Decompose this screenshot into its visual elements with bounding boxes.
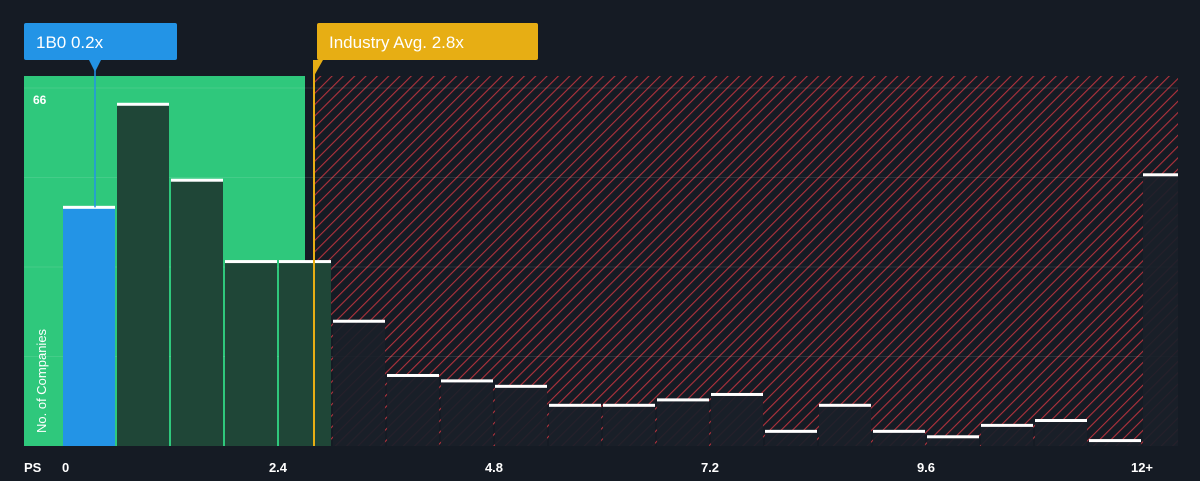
company-callout [24,23,177,60]
bar-top-cap [1089,439,1141,443]
bar [441,380,493,446]
bar-top-cap [171,178,223,182]
x-tick-label: 12+ [1131,460,1153,475]
company-callout-pointer [89,60,101,72]
bar-top-cap [1143,173,1178,177]
x-tick-label: 7.2 [701,460,719,475]
industry-callout-label: Industry Avg. 2.8x [329,33,464,52]
bar [819,405,871,446]
bar-top-cap [927,435,979,439]
bar [981,425,1033,446]
bar-top-cap [333,319,385,323]
bar-top-cap [279,260,331,264]
bar-top-cap [63,205,115,209]
bar [549,405,601,446]
bar-top-cap [441,379,493,383]
axis-layer: PS 66 No. of Companies 0 2.4 4.8 7.2 9.6 12+ [24,93,1153,475]
bar [1089,440,1141,446]
industry-callout [317,23,538,60]
bar [63,207,115,446]
bar-top-cap [711,392,763,396]
x-tick-label: 4.8 [485,460,503,475]
callout-layer: 1B0 0.2x Industry Avg. 2.8x [24,23,538,60]
bar-top-cap [819,403,871,407]
bar [171,180,223,446]
bar [333,321,385,446]
bar-top-cap [873,429,925,433]
x-tick-label: 0 [62,460,69,475]
bar-top-cap [765,429,817,433]
bar [657,399,709,446]
bar-top-cap [495,384,547,388]
x-tick-label: 2.4 [269,460,288,475]
bar-top-cap [657,398,709,402]
bar [1143,174,1178,446]
bar-top-cap [225,260,277,264]
bar [225,261,277,446]
marker-layer [89,60,323,446]
bar [927,436,979,446]
bar-top-cap [1035,419,1087,423]
bar [603,405,655,446]
industry-callout-pointer [314,60,323,76]
bar-top-cap [549,403,601,407]
company-callout-label: 1B0 0.2x [36,33,104,52]
bar-top-cap [387,373,439,377]
x-axis-prefix: PS [24,460,42,475]
bar [711,394,763,446]
y-axis-label: No. of Companies [34,328,49,433]
bar-top-cap [117,102,169,106]
bar [495,386,547,446]
x-tick-label: 9.6 [917,460,935,475]
bar-top-cap [603,403,655,407]
bar-top-cap [981,423,1033,427]
bar [873,431,925,446]
bar-layer [63,102,1178,446]
zone-layer [24,76,1178,446]
bar [117,104,169,446]
bar [387,375,439,446]
y-max-label: 66 [33,93,47,107]
bar [1035,420,1087,446]
bar [279,261,331,446]
bar [765,431,817,446]
